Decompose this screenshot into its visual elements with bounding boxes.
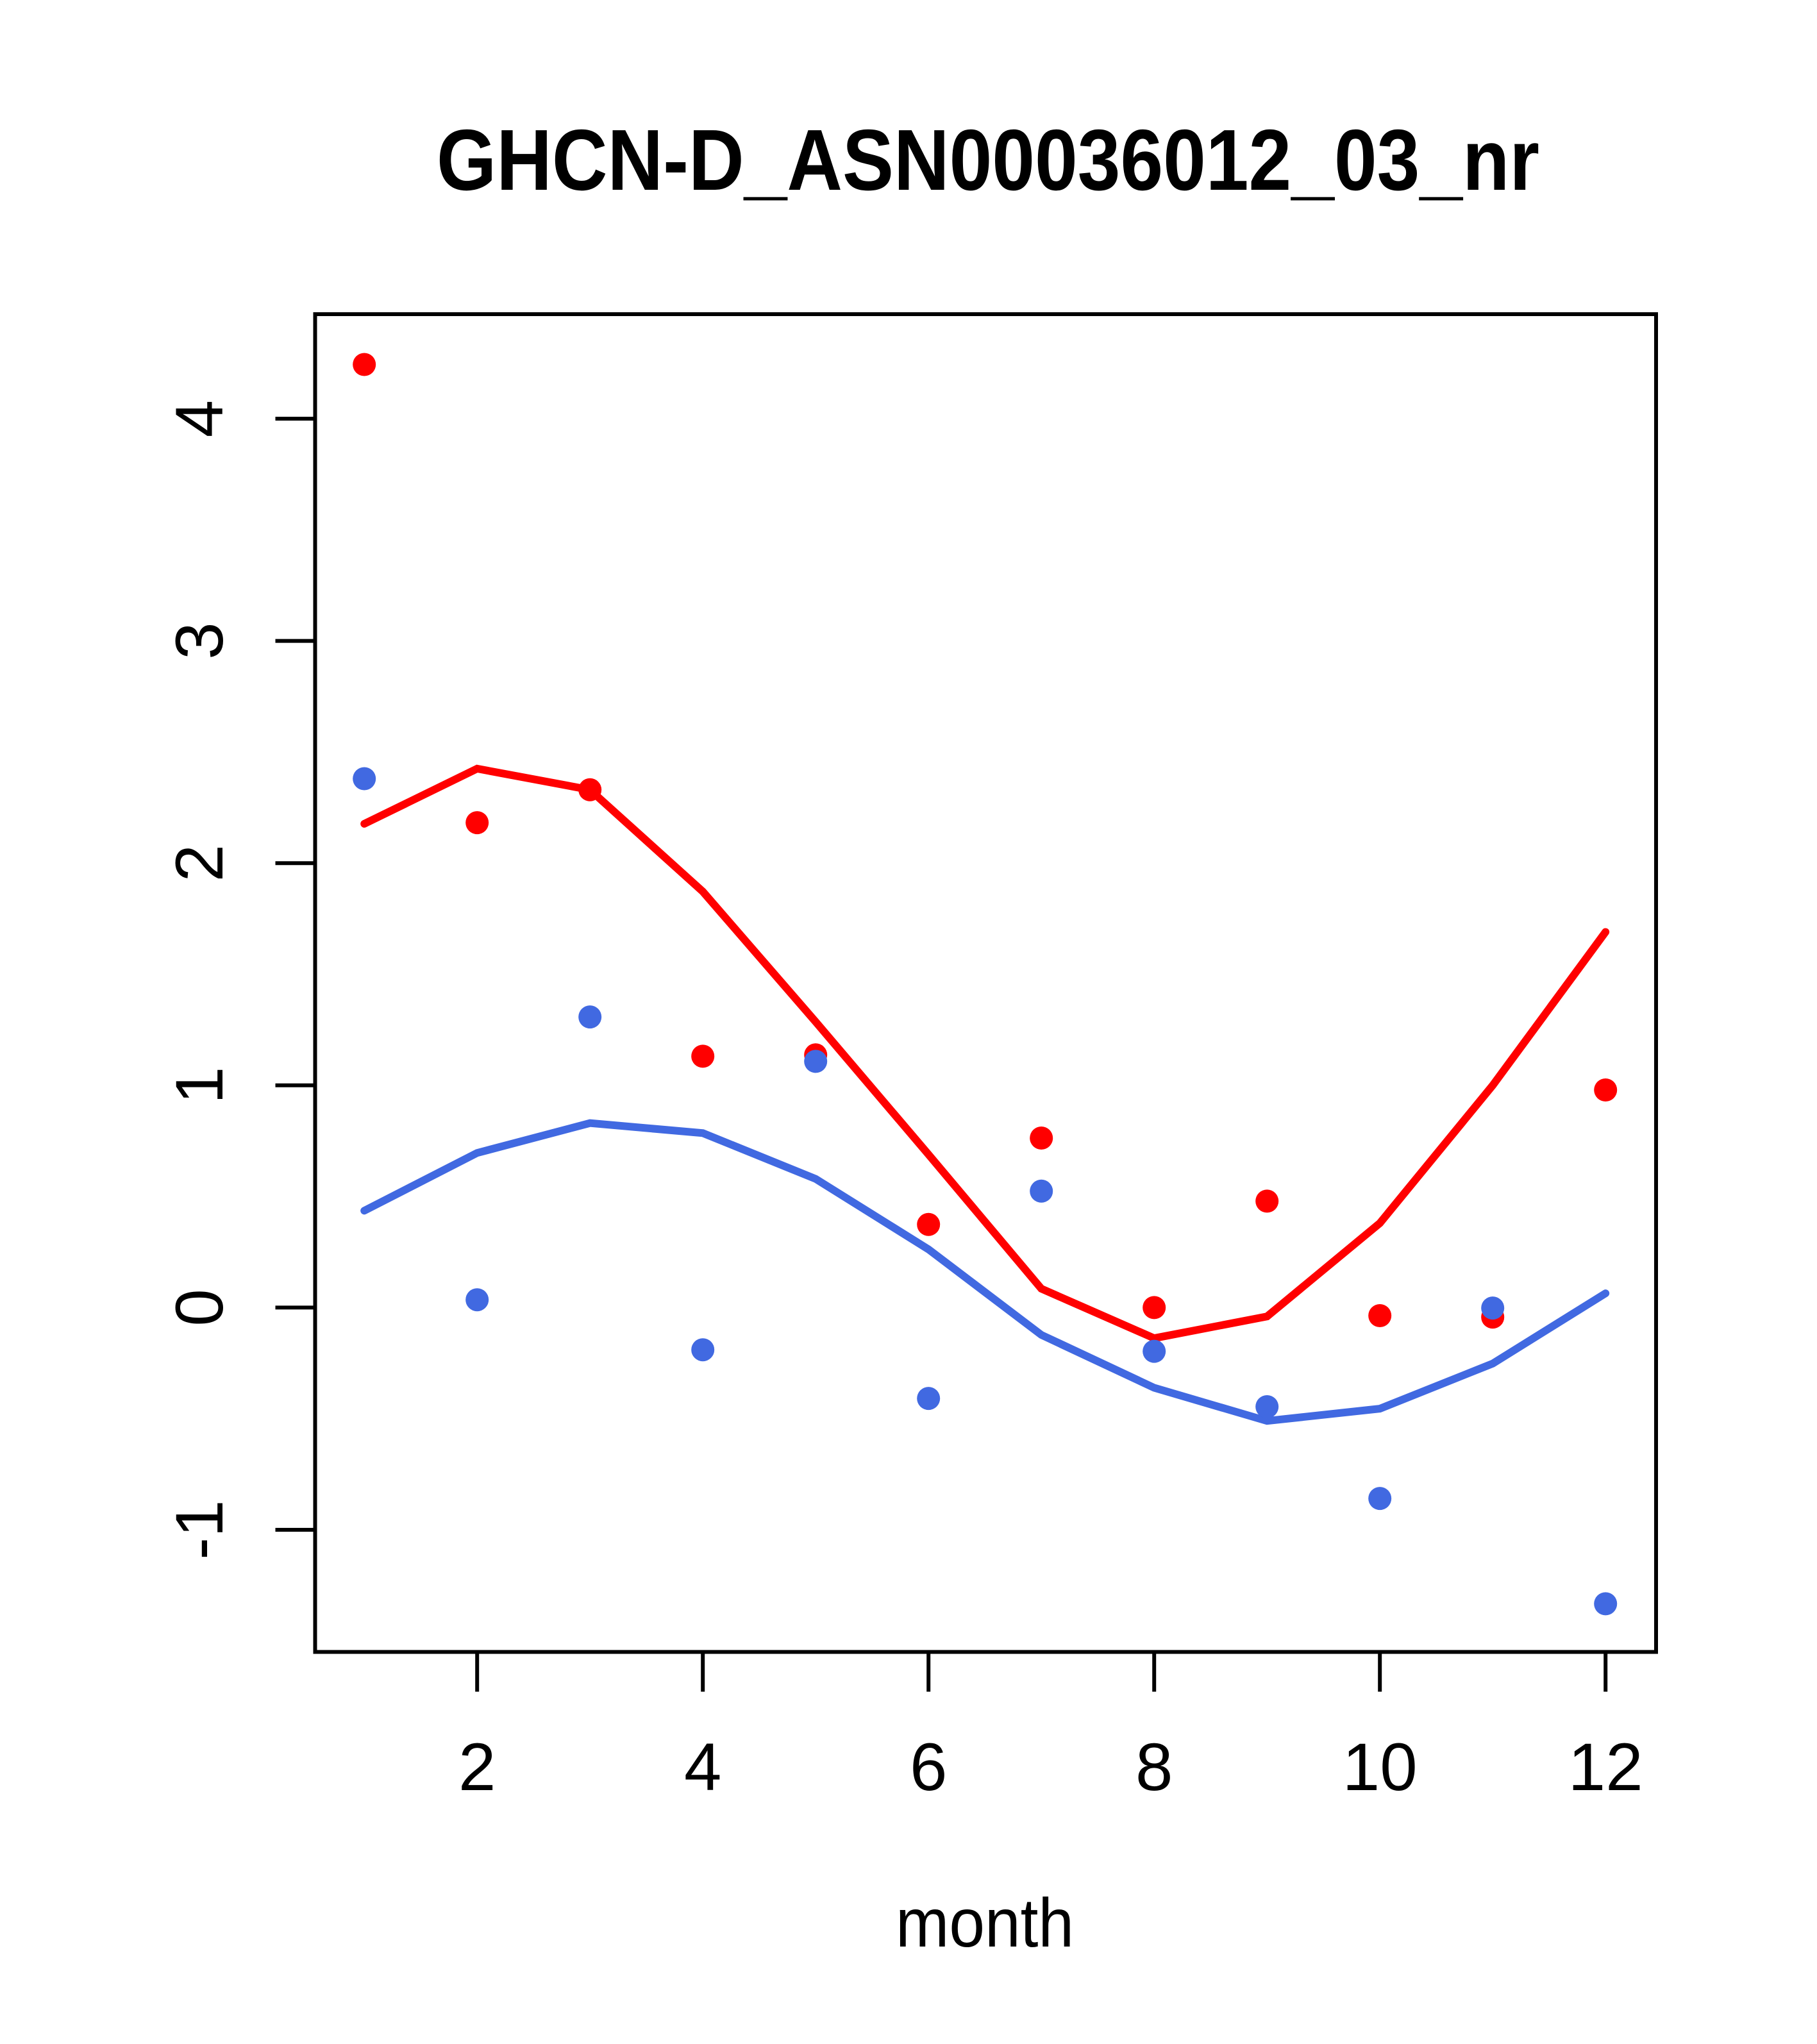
svg-text:8: 8 — [1135, 1730, 1173, 1805]
svg-text:2: 2 — [162, 844, 237, 882]
svg-text:1: 1 — [162, 1067, 237, 1104]
svg-text:6: 6 — [910, 1730, 947, 1805]
svg-text:-1: -1 — [162, 1500, 237, 1559]
svg-text:month: month — [896, 1884, 1074, 1961]
svg-text:0: 0 — [162, 1289, 237, 1326]
svg-text:GHCN-D_ASN00036012_03_nr: GHCN-D_ASN00036012_03_nr — [437, 112, 1539, 208]
svg-text:4: 4 — [684, 1730, 721, 1805]
svg-text:2: 2 — [458, 1730, 496, 1805]
svg-text:12: 12 — [1568, 1730, 1643, 1805]
svg-text:10: 10 — [1343, 1730, 1418, 1805]
svg-text:3: 3 — [162, 622, 237, 659]
svg-text:4: 4 — [162, 400, 237, 437]
